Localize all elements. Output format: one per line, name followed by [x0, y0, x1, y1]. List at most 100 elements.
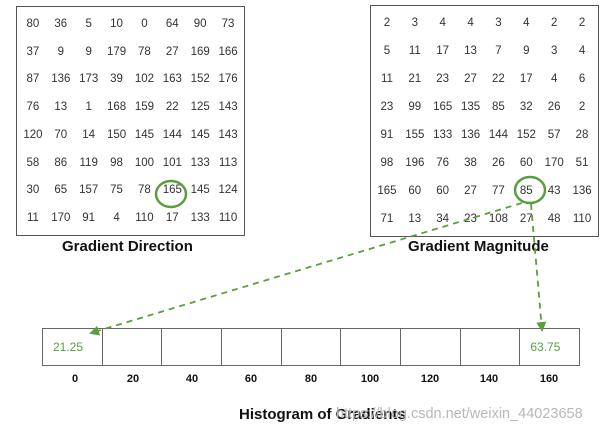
- magnitude-cell: 9: [523, 45, 530, 57]
- magnitude-cell: 4: [578, 45, 586, 57]
- magnitude-cell: 76: [436, 157, 450, 169]
- direction-cell: 75: [110, 184, 123, 197]
- direction-cell: 176: [218, 73, 238, 86]
- direction-cell: 143: [218, 101, 238, 114]
- direction-cell: 113: [218, 156, 238, 169]
- magnitude-cell: 11: [380, 73, 393, 85]
- magnitude-cell: 21: [408, 73, 422, 85]
- direction-cell: 179: [106, 45, 127, 58]
- magnitude-cell: 38: [464, 157, 477, 169]
- direction-cell: 119: [79, 156, 98, 169]
- magnitude-cell: 7: [495, 45, 502, 57]
- histogram-tick-label: 100: [360, 373, 380, 385]
- direction-cell: 173: [79, 73, 99, 86]
- magnitude-cell: 32: [519, 101, 533, 113]
- magnitude-cell: 27: [519, 213, 533, 225]
- histogram-bin: [162, 329, 223, 365]
- magnitude-cell: 108: [488, 213, 509, 225]
- direction-cell: 17: [165, 212, 179, 225]
- direction-cell: 37: [26, 45, 40, 58]
- gradient-magnitude-label: Gradient Magnitude: [408, 238, 549, 255]
- direction-cell: 145: [190, 128, 210, 141]
- magnitude-cell: 136: [572, 185, 592, 197]
- direction-cell: 91: [82, 212, 96, 225]
- magnitude-cell: 85: [519, 185, 533, 197]
- direction-cell: 78: [138, 184, 151, 197]
- magnitude-cell: 165: [433, 101, 453, 113]
- direction-cell: 30: [26, 184, 40, 197]
- direction-cell: 133: [190, 212, 210, 225]
- direction-cell: 110: [218, 212, 238, 225]
- direction-cell: 136: [51, 73, 71, 86]
- direction-cell: 152: [190, 73, 210, 86]
- magnitude-cell: 91: [380, 129, 394, 141]
- direction-cell: 10: [110, 17, 123, 30]
- histogram-bin: [222, 329, 282, 365]
- magnitude-cell: 5: [383, 45, 391, 57]
- magnitude-cell: 4: [439, 17, 446, 29]
- magnitude-cell: 136: [460, 129, 481, 141]
- magnitude-cell: 2: [578, 17, 586, 29]
- direction-cell: 102: [134, 73, 155, 86]
- direction-cell: 86: [54, 156, 68, 169]
- histogram-tick-label: 60: [244, 373, 258, 385]
- direction-cell: 70: [54, 128, 68, 141]
- direction-cell: 39: [110, 73, 123, 86]
- magnitude-cell: 51: [575, 157, 589, 169]
- direction-cell: 64: [165, 17, 179, 30]
- histogram-bin: [401, 329, 461, 365]
- magnitude-cell: 23: [436, 73, 450, 85]
- direction-cell: 101: [162, 156, 182, 169]
- histogram-bin: [461, 329, 521, 365]
- direction-cell: 133: [190, 156, 210, 169]
- direction-cell: 73: [221, 17, 235, 30]
- direction-cell: 150: [106, 128, 127, 141]
- direction-cell: 163: [162, 73, 182, 86]
- direction-cell: 36: [54, 17, 68, 30]
- direction-cell: 124: [218, 184, 238, 197]
- magnitude-cell: 13: [464, 45, 477, 57]
- histogram-bin: [341, 329, 402, 365]
- magnitude-cell: 71: [380, 213, 394, 225]
- gradient-direction-matrix: 80 36 5 10 0 64 90 73 37 9 9 179 78 27 169 166 87 136 173 3…: [16, 6, 245, 236]
- direction-cell: 80: [26, 17, 40, 30]
- magnitude-cell: 4: [523, 17, 530, 29]
- magnitude-cell: 2: [578, 101, 586, 113]
- direction-cell: 159: [134, 101, 155, 114]
- magnitude-cell: 133: [433, 129, 453, 141]
- magnitude-cell: 17: [436, 45, 450, 57]
- magnitude-cell: 17: [519, 73, 533, 85]
- magnitude-cell: 13: [408, 213, 422, 225]
- direction-cell: 100: [134, 156, 155, 169]
- magnitude-cell: 152: [516, 129, 536, 141]
- magnitude-cell: 60: [408, 185, 422, 197]
- gradient-magnitude-matrix: 2 3 4 4 3 4 2 2 5 11 17 13 7 9 3 4 11 21 23 27 22 17 4 6 23 99 165…: [370, 5, 599, 237]
- magnitude-cell: 165: [377, 185, 397, 197]
- direction-cell: 9: [85, 45, 92, 58]
- direction-cell: 168: [106, 101, 127, 114]
- magnitude-cell: 2: [550, 17, 558, 29]
- magnitude-cell: 4: [467, 17, 474, 29]
- magnitude-cell: 6: [578, 73, 586, 85]
- magnitude-cell: 85: [492, 101, 505, 113]
- direction-cell: 9: [57, 45, 65, 58]
- histogram-tick-label: 40: [185, 373, 199, 385]
- magnitude-cell: 22: [492, 73, 505, 85]
- direction-cell: 22: [165, 101, 179, 114]
- direction-cell: 143: [218, 128, 238, 141]
- direction-cell: 125: [190, 101, 210, 114]
- magnitude-cell: 144: [488, 129, 509, 141]
- direction-cell: 11: [26, 212, 39, 225]
- histogram-bin: 63.75: [530, 340, 561, 354]
- magnitude-cell: 26: [492, 157, 505, 169]
- direction-cell: 120: [23, 128, 43, 141]
- direction-cell: 58: [26, 156, 40, 169]
- magnitude-cell: 2: [383, 17, 391, 29]
- histogram-tick-label: 160: [539, 373, 559, 385]
- magnitude-cell: 27: [464, 73, 477, 85]
- direction-cell: 78: [138, 45, 151, 58]
- histogram-tick-label: 20: [126, 373, 140, 385]
- histogram-tick-label: 0: [71, 373, 79, 385]
- magnitude-cell: 28: [575, 129, 589, 141]
- magnitude-cell: 99: [408, 101, 422, 113]
